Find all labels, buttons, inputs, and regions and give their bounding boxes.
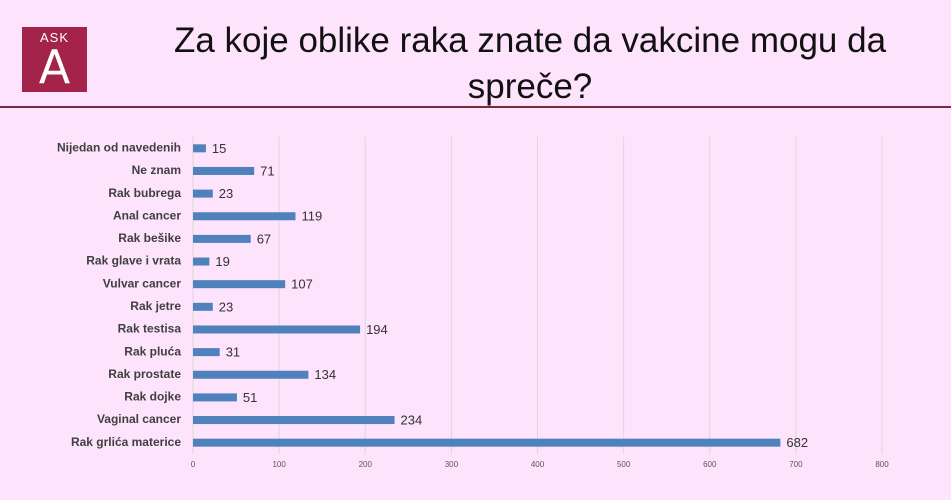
- x-tick-label: 600: [703, 460, 717, 469]
- value-label: 15: [212, 141, 226, 156]
- bar: [193, 234, 251, 243]
- value-label: 71: [260, 163, 274, 178]
- bar: [193, 189, 213, 198]
- y-tick-label: Rak glave i vrata: [86, 254, 181, 268]
- bar: [193, 325, 361, 334]
- x-tick-label: 800: [875, 460, 889, 469]
- value-label: 134: [314, 367, 336, 382]
- value-label: 23: [219, 186, 233, 201]
- x-tick-label: 100: [272, 460, 286, 469]
- bar: [193, 144, 206, 153]
- value-label: 23: [219, 299, 233, 314]
- logo-letter: A: [38, 40, 71, 94]
- bar: [193, 393, 237, 402]
- y-tick-label: Rak grlića materice: [71, 435, 181, 449]
- y-tick-label: Nijedan od navedenih: [57, 140, 181, 154]
- bar: [193, 438, 781, 447]
- chart-title: Za koje oblike raka znate da vakcine mog…: [173, 21, 887, 106]
- value-label: 31: [226, 345, 240, 360]
- value-label: 107: [291, 277, 313, 292]
- bar: [193, 280, 286, 289]
- x-tick-label: 0: [191, 460, 196, 469]
- y-tick-label: Rak pluća: [124, 344, 181, 358]
- value-label: 682: [786, 435, 808, 450]
- y-tick-label: Rak dojke: [124, 390, 181, 404]
- bar: [193, 166, 255, 175]
- value-label: 67: [257, 231, 271, 246]
- bar: [193, 370, 309, 379]
- x-tick-label: 300: [445, 460, 459, 469]
- y-tick-label: Vaginal cancer: [97, 412, 181, 426]
- y-tick-label: Rak testisa: [118, 322, 182, 336]
- logo: ASK A: [22, 27, 87, 92]
- y-tick-label: Rak bubrega: [108, 186, 181, 200]
- y-tick-label: Vulvar cancer: [103, 276, 182, 290]
- bar: [193, 302, 213, 311]
- y-tick-label: Rak jetre: [130, 299, 181, 313]
- y-tick-label: Rak bešike: [118, 231, 181, 245]
- x-tick-label: 500: [617, 460, 631, 469]
- y-tick-label: Rak prostate: [108, 367, 181, 381]
- value-label: 19: [215, 254, 229, 269]
- bar: [193, 348, 220, 357]
- y-tick-label: Anal cancer: [113, 208, 181, 222]
- y-tick-label: Ne znam: [132, 163, 181, 177]
- bar: [193, 212, 296, 221]
- value-label: 234: [401, 412, 423, 427]
- separator: [0, 106, 951, 108]
- bar: [193, 416, 395, 425]
- logo-text: ASK: [39, 30, 69, 45]
- x-tick-label: 200: [359, 460, 373, 469]
- x-tick-label: 400: [531, 460, 545, 469]
- x-tick-label: 700: [789, 460, 803, 469]
- bar: [193, 257, 210, 266]
- value-label: 194: [366, 322, 388, 337]
- value-label: 119: [301, 209, 322, 224]
- value-label: 51: [243, 390, 257, 405]
